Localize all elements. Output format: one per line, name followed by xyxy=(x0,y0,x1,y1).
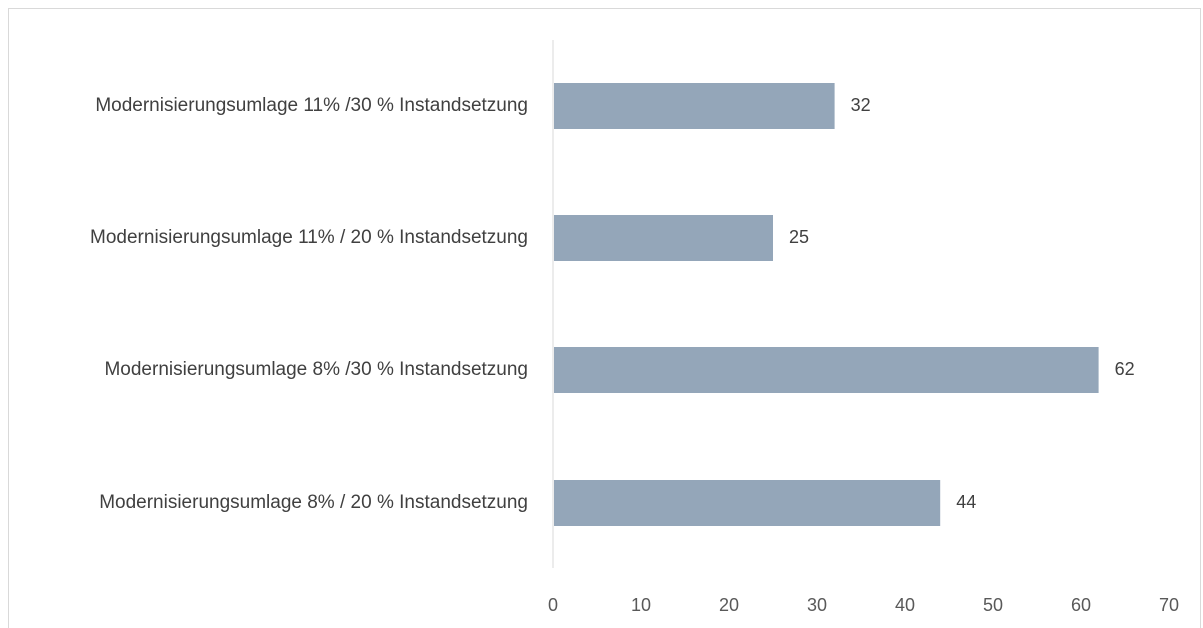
bar-3 xyxy=(554,347,1099,393)
category-labels-group: Modernisierungsumlage 11% /30 % Instands… xyxy=(90,95,528,513)
x-tick-label-30: 30 xyxy=(807,595,827,615)
x-tick-label-50: 50 xyxy=(983,595,1003,615)
x-tick-label-10: 10 xyxy=(631,595,651,615)
chart-frame xyxy=(8,8,1201,628)
data-label-2: 25 xyxy=(789,227,809,247)
data-labels-group: 32 25 62 44 xyxy=(789,95,1135,512)
x-tick-label-20: 20 xyxy=(719,595,739,615)
category-label-4: Modernisierungsumlage 8% / 20 % Instands… xyxy=(99,492,528,513)
category-label-1: Modernisierungsumlage 11% /30 % Instands… xyxy=(95,95,528,116)
bar-2 xyxy=(554,215,773,261)
x-tick-label-0: 0 xyxy=(548,595,558,615)
data-label-1: 32 xyxy=(851,95,871,115)
bar-1 xyxy=(554,83,835,129)
data-label-3: 62 xyxy=(1115,359,1135,379)
x-tick-label-70: 70 xyxy=(1159,595,1179,615)
data-label-4: 44 xyxy=(956,492,976,512)
bars-group xyxy=(554,83,1099,526)
x-tick-label-60: 60 xyxy=(1071,595,1091,615)
category-label-2: Modernisierungsumlage 11% / 20 % Instand… xyxy=(90,227,528,248)
x-tick-labels-group: 0 10 20 30 40 50 60 70 xyxy=(548,595,1179,615)
x-tick-label-40: 40 xyxy=(895,595,915,615)
category-label-3: Modernisierungsumlage 8% /30 % Instandse… xyxy=(104,359,528,380)
bar-4 xyxy=(554,480,941,526)
